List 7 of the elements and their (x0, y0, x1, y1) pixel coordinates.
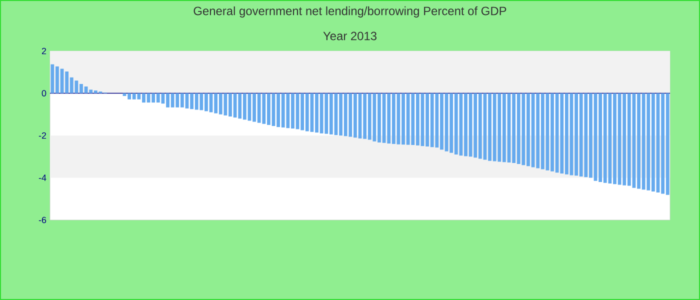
y-tick-label: -6 (38, 216, 46, 224)
chart-title: General government net lending/borrowing Percent of GDP (194, 6, 506, 18)
y-tick-label: 2 (42, 48, 46, 54)
y-tick-label: -2 (38, 132, 46, 139)
y-tick-label: 0 (42, 90, 46, 96)
chart-subtitle: Year 2013 (323, 32, 377, 40)
y-tick-label: -4 (38, 174, 46, 181)
